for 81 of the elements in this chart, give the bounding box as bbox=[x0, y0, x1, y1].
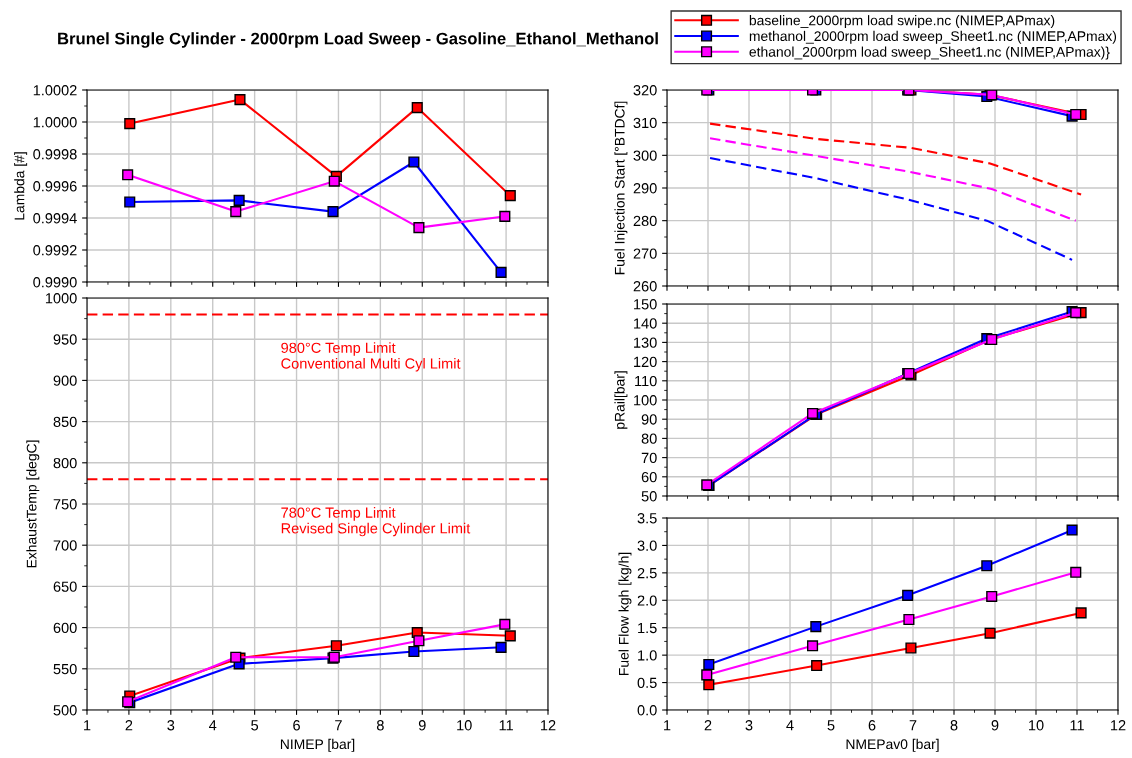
y-axis-title: ExhaustTemp [degC] bbox=[26, 440, 40, 568]
y-tick-label: 260 bbox=[633, 281, 657, 292]
x-tick-label: 6 bbox=[293, 720, 300, 731]
y-tick-label: 0.5 bbox=[637, 677, 657, 688]
y-tick-label: 3.5 bbox=[637, 513, 657, 524]
y-tick-label: 0.9992 bbox=[33, 245, 77, 256]
y-tick-label: 2.5 bbox=[637, 567, 657, 579]
ref-line-label: 980°C Temp Limit Conventional Multi Cyl Limit bbox=[281, 342, 461, 372]
y-tick-label: 120 bbox=[634, 356, 657, 368]
y-tick-label: 80 bbox=[641, 433, 657, 444]
x-tick-label: 1 bbox=[84, 720, 91, 731]
y-tick-label: 0.0 bbox=[637, 705, 657, 716]
x-tick-label: 12 bbox=[541, 720, 556, 731]
y-tick-label: 270 bbox=[633, 248, 657, 259]
y-tick-label: 0.9994 bbox=[33, 213, 77, 224]
y-tick-label: 0.9998 bbox=[33, 149, 77, 160]
y-tick-label: 750 bbox=[53, 499, 77, 510]
x-tick-label: 11 bbox=[1070, 720, 1084, 731]
x-tick-label: 7 bbox=[909, 720, 917, 731]
x-tick-label: 9 bbox=[991, 720, 999, 731]
x-tick-label: 3 bbox=[167, 720, 175, 731]
y-axis-title: Lambda [#] bbox=[14, 152, 28, 220]
x-tick-label: 8 bbox=[950, 720, 958, 731]
x-tick-label: 9 bbox=[418, 720, 426, 731]
y-tick-label: 1.0000 bbox=[33, 117, 77, 128]
x-tick-label: 10 bbox=[1029, 720, 1044, 731]
x-axis-title: NIMEP [bar] bbox=[280, 738, 355, 752]
y-tick-label: 1.0 bbox=[638, 650, 657, 661]
y-tick-label: 550 bbox=[53, 663, 77, 675]
y-tick-label: 700 bbox=[53, 540, 77, 551]
y-tick-label: 110 bbox=[635, 375, 657, 387]
x-tick-label: 6 bbox=[868, 720, 876, 731]
y-tick-label: 2.0 bbox=[637, 595, 657, 606]
y-tick-label: 300 bbox=[633, 150, 657, 161]
x-tick-label: 11 bbox=[499, 720, 513, 731]
legend-label: ethanol_2000rpm load sweep_Sheet1.nc (NIMEP,APmax)} bbox=[749, 46, 1110, 60]
y-tick-label: 3.0 bbox=[637, 540, 657, 551]
x-tick-label: 2 bbox=[125, 720, 133, 731]
y-tick-label: 0.9996 bbox=[33, 181, 77, 192]
y-tick-label: 800 bbox=[53, 457, 77, 469]
x-tick-label: 4 bbox=[786, 720, 794, 731]
y-tick-label: 950 bbox=[53, 334, 77, 345]
y-tick-label: 0.9990 bbox=[33, 277, 77, 288]
y-tick-label: 70 bbox=[641, 452, 657, 464]
x-tick-label: 8 bbox=[376, 720, 384, 731]
y-tick-label: 140 bbox=[634, 318, 657, 329]
y-tick-label: 280 bbox=[633, 215, 657, 227]
legend-label: baseline_2000rpm load swipe.nc (NIMEP,APmax) bbox=[749, 15, 1055, 29]
y-tick-label: 650 bbox=[53, 581, 77, 592]
x-tick-label: 2 bbox=[704, 720, 712, 731]
x-tick-label: 12 bbox=[1111, 720, 1126, 731]
y-tick-label: 600 bbox=[53, 622, 77, 634]
y-tick-label: 290 bbox=[633, 183, 657, 194]
y-tick-label: 1.0002 bbox=[33, 85, 77, 96]
y-tick-label: 1.5 bbox=[638, 622, 657, 634]
x-tick-label: 3 bbox=[745, 720, 753, 731]
legend-label: methanol_2000rpm load sweep_Sheet1.nc (NIMEP,APmax) bbox=[749, 30, 1117, 44]
chart-title: Brunel Single Cylinder - 2000rpm Load Sweep - Gasoline_Ethanol_Methanol bbox=[58, 32, 658, 48]
y-tick-label: 500 bbox=[53, 705, 77, 716]
y-axis-title: pRail[bar] bbox=[614, 371, 628, 429]
x-axis-title: NMEPav0 [bar] bbox=[846, 738, 939, 752]
x-tick-label: 4 bbox=[209, 720, 217, 731]
y-tick-label: 100 bbox=[634, 395, 657, 406]
x-tick-label: 5 bbox=[251, 720, 259, 731]
y-tick-label: 90 bbox=[641, 414, 657, 425]
y-tick-label: 320 bbox=[633, 85, 657, 96]
y-tick-label: 130 bbox=[634, 337, 657, 348]
y-axis-title: Fuel Injection Start [°BTDCf] bbox=[614, 101, 628, 275]
y-tick-label: 900 bbox=[53, 375, 77, 386]
x-tick-label: 1 bbox=[664, 720, 671, 731]
y-axis-title: Fuel Flow kgh [kg/h] bbox=[618, 552, 632, 675]
x-tick-label: 7 bbox=[335, 720, 342, 731]
y-tick-label: 50 bbox=[641, 491, 657, 502]
y-tick-label: 1000 bbox=[45, 293, 77, 304]
y-tick-label: 60 bbox=[641, 471, 657, 483]
x-tick-label: 10 bbox=[457, 720, 472, 731]
ref-line-label: 780°C Temp Limit Revised Single Cylinder Limit bbox=[281, 507, 471, 537]
y-tick-label: 850 bbox=[53, 416, 77, 428]
x-tick-label: 5 bbox=[827, 720, 835, 731]
y-tick-label: 150 bbox=[634, 299, 657, 310]
y-tick-label: 310 bbox=[633, 117, 657, 129]
